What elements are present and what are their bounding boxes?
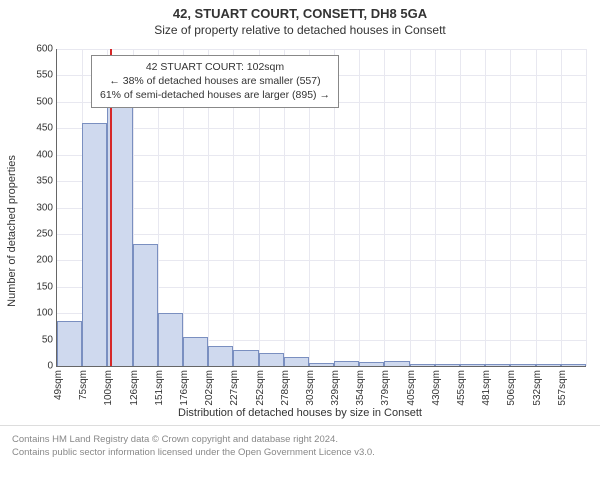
histogram-bar <box>485 364 510 366</box>
histogram-bar <box>57 321 82 366</box>
y-tick-label: 200 <box>36 255 53 266</box>
x-tick-label: 75sqm <box>78 370 89 400</box>
histogram-bar <box>384 361 409 366</box>
gridline-h <box>57 128 586 129</box>
page-title: 42, STUART COURT, CONSETT, DH8 5GA <box>0 0 600 21</box>
info-line-3: 61% of semi-detached houses are larger (… <box>100 88 330 102</box>
gridline-v <box>460 49 461 366</box>
histogram-bar <box>208 346 233 366</box>
y-tick-label: 500 <box>36 96 53 107</box>
histogram-bar <box>410 364 435 366</box>
histogram-bar <box>359 362 384 366</box>
x-tick-label: 430sqm <box>431 370 442 406</box>
x-tick-label: 354sqm <box>355 370 366 406</box>
y-axis-label: Number of detached properties <box>6 81 18 381</box>
gridline-v <box>359 49 360 366</box>
gridline-v <box>510 49 511 366</box>
histogram-bar <box>460 364 485 366</box>
gridline-v <box>561 49 562 366</box>
x-tick-label: 151sqm <box>154 370 165 406</box>
info-line-1: 42 STUART COURT: 102sqm <box>100 60 330 74</box>
y-tick-label: 350 <box>36 176 53 187</box>
x-tick-label: 303sqm <box>305 370 316 406</box>
histogram-bar <box>334 361 359 366</box>
histogram-bar <box>284 357 309 367</box>
histogram-bar <box>309 363 334 366</box>
gridline-v <box>410 49 411 366</box>
x-tick-label: 100sqm <box>103 370 114 406</box>
histogram-bar <box>82 123 107 366</box>
gridline-v <box>384 49 385 366</box>
y-tick-label: 550 <box>36 70 53 81</box>
gridline-v <box>485 49 486 366</box>
x-tick-label: 557sqm <box>557 370 568 406</box>
gridline-v <box>586 49 587 366</box>
x-tick-label: 506sqm <box>506 370 517 406</box>
chart-container: Number of detached properties 0501001502… <box>0 41 600 421</box>
x-tick-label: 405sqm <box>406 370 417 406</box>
gridline-h <box>57 155 586 156</box>
histogram-bar <box>158 313 183 366</box>
x-tick-label: 379sqm <box>380 370 391 406</box>
footer: Contains HM Land Registry data © Crown c… <box>0 425 600 460</box>
histogram-bar <box>259 353 284 366</box>
y-tick-label: 50 <box>42 334 53 345</box>
x-tick-label: 455sqm <box>456 370 467 406</box>
histogram-bar <box>510 364 535 366</box>
x-tick-label: 126sqm <box>129 370 140 406</box>
histogram-bar <box>133 244 158 366</box>
x-tick-label: 176sqm <box>179 370 190 406</box>
gridline-h <box>57 49 586 50</box>
histogram-bar <box>233 350 258 366</box>
y-tick-label: 400 <box>36 149 53 160</box>
x-tick-label: 532sqm <box>532 370 543 406</box>
footer-line-1: Contains HM Land Registry data © Crown c… <box>12 434 588 447</box>
histogram-bar <box>435 364 460 366</box>
histogram-bar <box>183 337 208 366</box>
x-tick-label: 278sqm <box>280 370 291 406</box>
info-line-2: ← 38% of detached houses are smaller (55… <box>100 74 330 88</box>
y-tick-label: 150 <box>36 281 53 292</box>
x-tick-label: 481sqm <box>481 370 492 406</box>
x-tick-label: 227sqm <box>229 370 240 406</box>
gridline-v <box>536 49 537 366</box>
gridline-h <box>57 234 586 235</box>
x-axis-label: Distribution of detached houses by size … <box>0 407 600 419</box>
x-tick-label: 49sqm <box>53 370 64 400</box>
y-tick-label: 100 <box>36 308 53 319</box>
footer-line-2: Contains public sector information licen… <box>12 447 588 460</box>
y-tick-label: 600 <box>36 44 53 55</box>
y-tick-label: 450 <box>36 123 53 134</box>
info-box: 42 STUART COURT: 102sqm ← 38% of detache… <box>91 55 339 108</box>
gridline-h <box>57 181 586 182</box>
x-tick-label: 252sqm <box>255 370 266 406</box>
x-tick-label: 202sqm <box>204 370 215 406</box>
histogram-bar <box>536 364 561 366</box>
plot-area: 05010015020025030035040045050055060049sq… <box>56 49 586 367</box>
gridline-h <box>57 208 586 209</box>
y-tick-label: 250 <box>36 228 53 239</box>
gridline-v <box>435 49 436 366</box>
y-tick-label: 300 <box>36 202 53 213</box>
page-subtitle: Size of property relative to detached ho… <box>0 21 600 41</box>
histogram-bar <box>561 364 586 366</box>
x-tick-label: 329sqm <box>330 370 341 406</box>
